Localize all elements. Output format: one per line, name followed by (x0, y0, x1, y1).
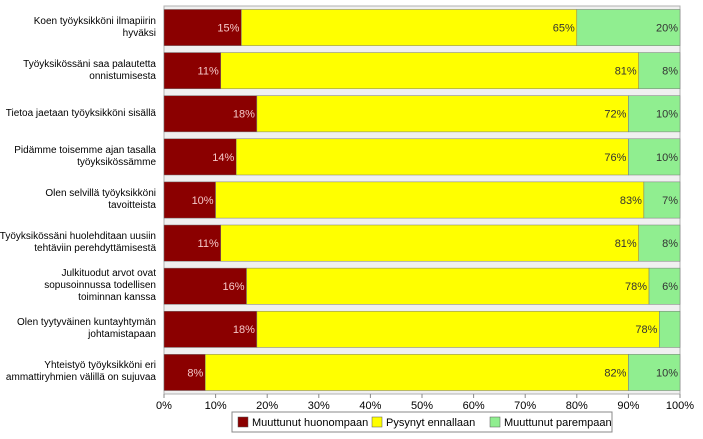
legend-label: Muuttunut parempaan (504, 417, 612, 429)
bar-segment (205, 354, 629, 391)
value-label: 10% (192, 195, 214, 207)
bar-segment (643, 181, 681, 219)
value-label: 10% (656, 109, 678, 121)
bar-segment (163, 224, 222, 262)
bar-segment (163, 354, 206, 391)
x-tick-label: 10% (205, 400, 227, 412)
value-label: 76% (604, 152, 626, 164)
x-tick-label: 100% (666, 400, 694, 412)
y-tick-label: Työyksikössäni saa palautetta onnistumis… (23, 58, 156, 82)
bar-segment (163, 95, 258, 133)
bar-segment (246, 267, 650, 305)
y-tick-label: Olen tyytyväinen kuntayhtymän johtamista… (17, 317, 156, 341)
value-label: 82% (604, 367, 626, 379)
bar-segment (163, 181, 216, 219)
bar-segment (220, 224, 639, 262)
y-tick-label: Yhteistyö työyksikköni eri ammattiryhmie… (5, 360, 156, 384)
x-tick-label: 20% (256, 400, 278, 412)
bar-segment (256, 310, 660, 348)
value-label: 18% (233, 324, 255, 336)
bar-segment (576, 9, 681, 46)
x-tick-label: 30% (308, 400, 330, 412)
bar-segment (163, 267, 247, 305)
value-label: 81% (615, 238, 637, 250)
bar-segment (163, 52, 222, 90)
bar-segment (628, 95, 681, 133)
bar-segment (638, 224, 681, 262)
legend-box (231, 411, 613, 433)
value-label: 11% (198, 66, 219, 78)
legend-label: Pysynyt ennallaan (386, 417, 475, 429)
value-label: 16% (223, 281, 245, 293)
value-label: 78% (625, 281, 647, 293)
y-tick-label: Koen työyksikköni ilmapiirin hyväksi (33, 15, 156, 39)
y-tick-label: Olen selvillä työyksikköni tavoitteista (45, 188, 156, 211)
value-label: 81% (615, 66, 637, 78)
value-label: 78% (635, 324, 657, 336)
value-label: 65% (553, 22, 575, 34)
x-tick-label: 50% (411, 400, 433, 412)
value-label: 8% (187, 367, 203, 379)
legend-swatch (371, 416, 383, 428)
bar-segment (163, 310, 258, 348)
legend-label: Muuttunut huonompaan (252, 417, 368, 429)
legend-swatch (489, 416, 501, 428)
x-tick-label: 0% (156, 400, 172, 412)
bar-segment (215, 181, 645, 219)
value-label: 6% (662, 281, 678, 293)
bar-segment (220, 52, 639, 90)
bar-segment (235, 138, 629, 176)
legend-swatch (237, 416, 249, 428)
y-tick-label: Pidämme toisemme ajan tasalla työyksikös… (14, 144, 156, 168)
value-label: 72% (604, 109, 626, 121)
y-tick-label: Julkituodut arvot ovat sopusoinnussa tod… (44, 268, 156, 304)
x-tick-label: 80% (566, 400, 588, 412)
bar-segment (638, 52, 681, 90)
value-label: 8% (662, 66, 678, 78)
x-tick-label: 40% (359, 400, 381, 412)
bar-segment (628, 138, 681, 176)
value-label: 14% (212, 152, 234, 164)
value-label: 20% (656, 22, 678, 34)
x-tick-label: 90% (617, 400, 639, 412)
bar-segment (163, 9, 242, 46)
value-label: 18% (233, 109, 255, 121)
value-label: 83% (620, 195, 642, 207)
y-tick-label: Tietoa jaetaan työyksikköni sisällä (5, 107, 156, 119)
bar-segment (648, 267, 681, 305)
bar-segment (256, 95, 629, 133)
bar-segment (659, 310, 681, 348)
value-label: 15% (217, 22, 239, 34)
bar-segment (241, 9, 578, 46)
x-tick-label: 60% (463, 400, 485, 412)
value-label: 10% (656, 367, 678, 379)
value-label: 11% (198, 238, 219, 250)
bar-segment (163, 138, 237, 176)
y-tick-label: Työyksikössäni huolehditaan uusiin tehtä… (0, 231, 156, 255)
value-label: 8% (662, 238, 678, 250)
value-label: 10% (656, 152, 678, 164)
value-label: 7% (662, 195, 678, 207)
bar-segment (628, 354, 681, 391)
x-tick-label: 70% (514, 400, 536, 412)
